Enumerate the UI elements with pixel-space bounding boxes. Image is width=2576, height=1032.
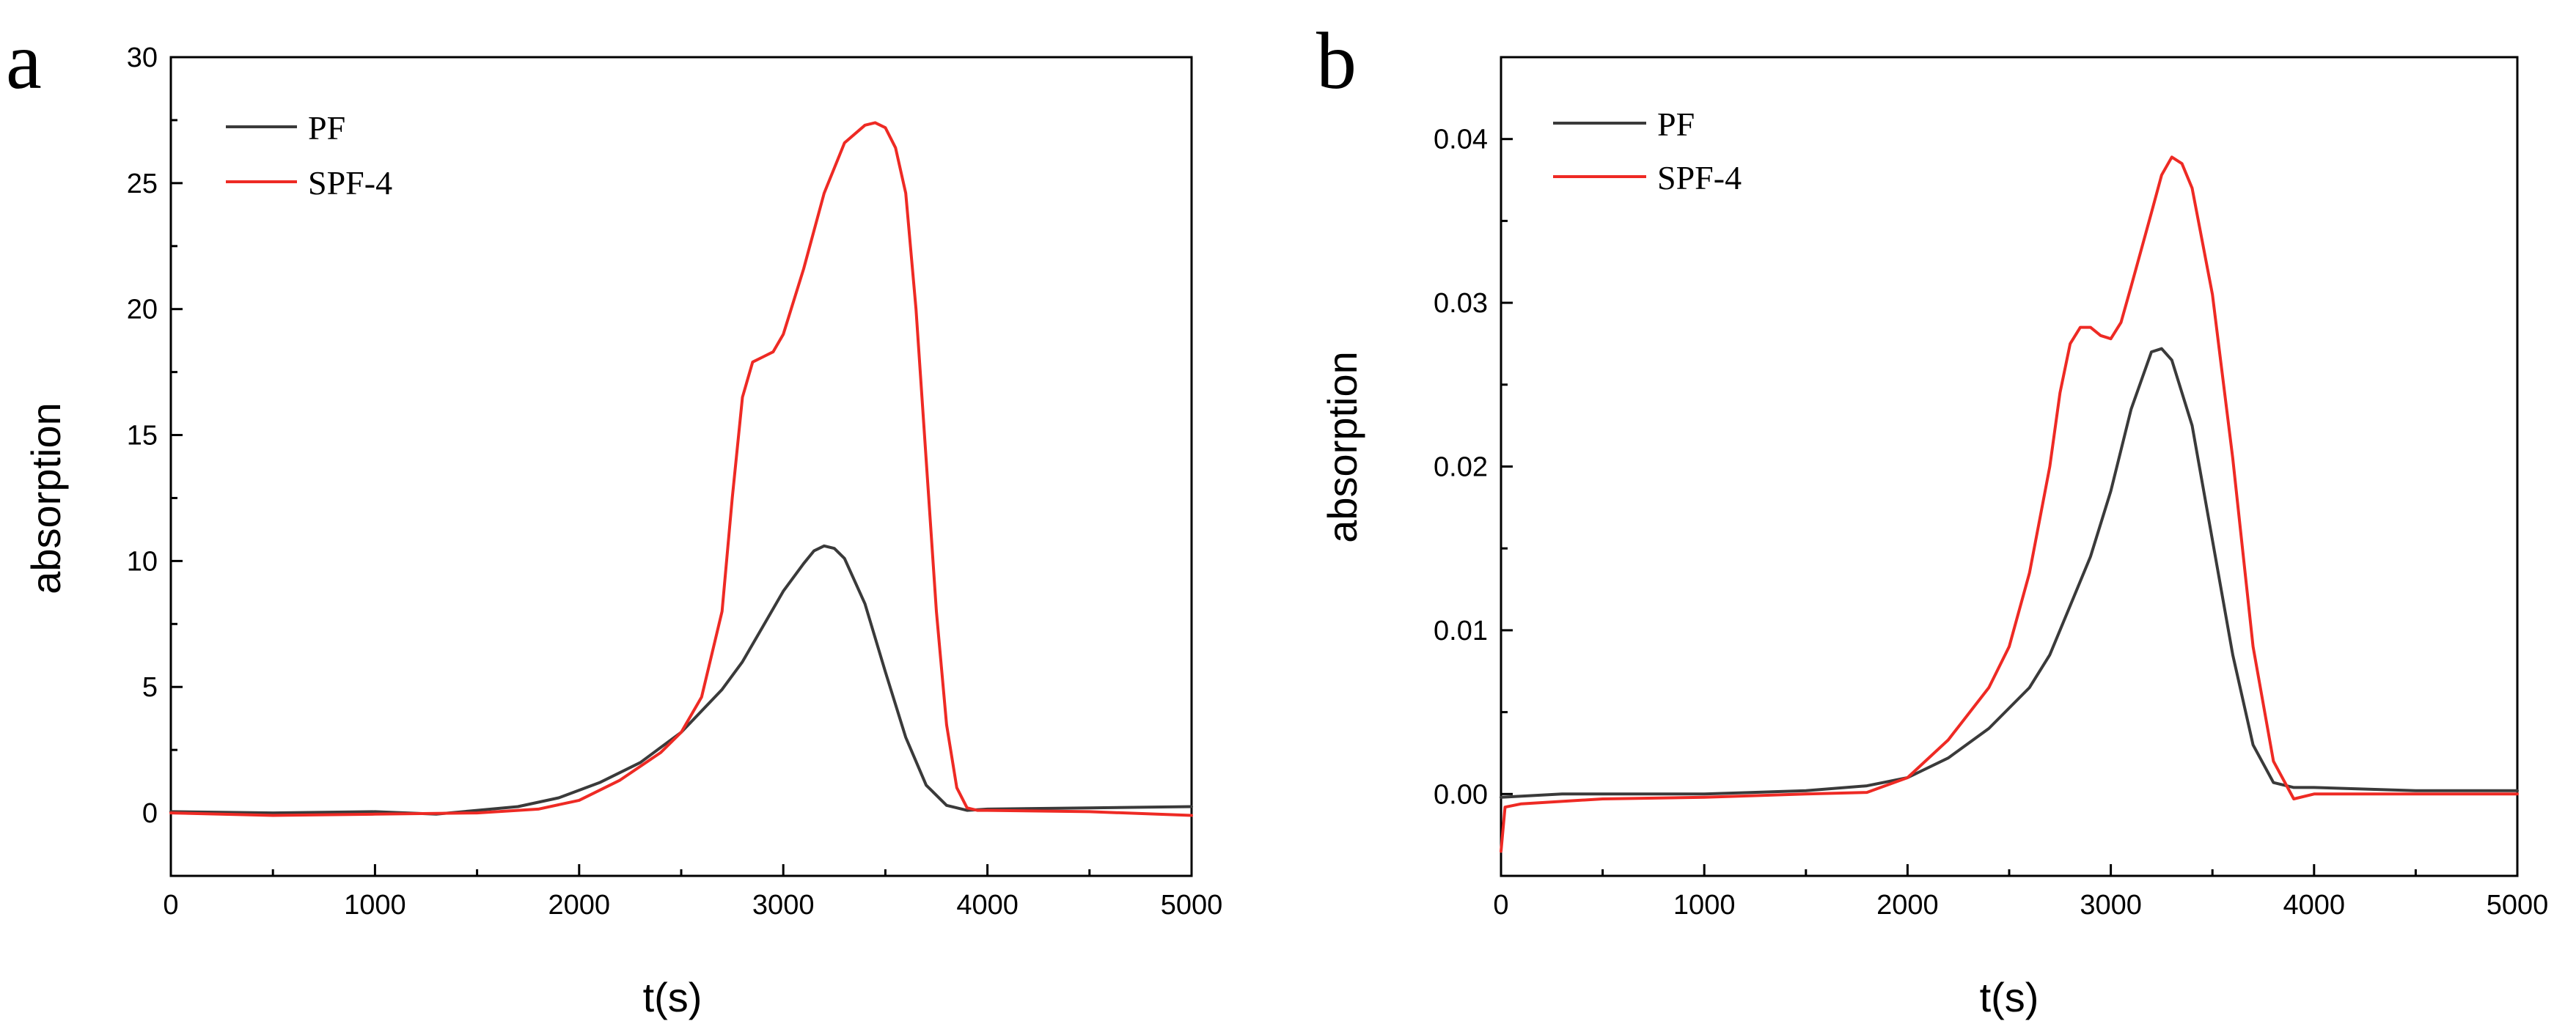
y-tick-label-a: 5 [142, 672, 158, 703]
y-tick-label-a: 0 [142, 798, 158, 829]
x-tick-label-a: 1000 [344, 890, 406, 921]
plot-frame-b [1500, 56, 2519, 877]
panel-a: a absorption t(s) PF SPF-4 0 1000 2000 3000… [6, 16, 1222, 1020]
series-line-spf-4-b [1500, 155, 2519, 853]
series-line-pf-a [169, 544, 1193, 816]
x-tick-label-a: 5000 [1161, 890, 1223, 921]
legend-label-pf-a: PF [308, 109, 345, 147]
y-tick-label-a: 20 [127, 295, 158, 325]
y-tick-label-b: 0.04 [1434, 125, 1488, 155]
x-axis-label-a: t(s) [643, 974, 702, 1020]
y-tick-label-b: 0.00 [1434, 779, 1488, 810]
y-tick-label-b: 0.01 [1434, 616, 1488, 646]
x-tick-label-b: 4000 [2283, 890, 2346, 921]
y-tick-label-a: 15 [127, 421, 158, 452]
legend-label-spf4-a: SPF-4 [308, 164, 392, 202]
y-axis-label-b: absorption [1319, 351, 1365, 543]
panel-letter-a: a [6, 16, 42, 106]
x-tick-label-b: 2000 [1876, 890, 1939, 921]
x-tick-label-a: 2000 [548, 890, 611, 921]
series-line-spf-4-a [169, 121, 1193, 817]
x-tick-label-b: 0 [1493, 890, 1508, 921]
legend-label-spf4-b: SPF-4 [1657, 159, 1742, 196]
series-line-pf-b [1500, 347, 2519, 799]
legend-label-pf-b: PF [1657, 106, 1695, 143]
x-tick-label-b: 5000 [2487, 890, 2549, 921]
x-tick-label-a: 3000 [752, 890, 815, 921]
y-tick-label-b: 0.02 [1434, 452, 1488, 483]
x-tick-label-b: 1000 [1673, 890, 1736, 921]
y-tick-label-a: 25 [127, 169, 158, 199]
x-tick-label-b: 3000 [2080, 890, 2142, 921]
x-tick-label-a: 0 [163, 890, 178, 921]
y-tick-label-b: 0.03 [1434, 288, 1488, 319]
y-tick-label-a: 30 [127, 43, 158, 73]
y-axis-label-a: absorption [23, 402, 69, 594]
x-tick-label-a: 4000 [956, 890, 1019, 921]
panel-letter-b: b [1316, 16, 1357, 106]
panel-b: b absorption t(s) PF SPF-4 0 1000 2000 3000… [1316, 16, 2548, 1020]
y-tick-label-a: 10 [127, 546, 158, 577]
x-axis-label-b: t(s) [1980, 974, 2039, 1020]
